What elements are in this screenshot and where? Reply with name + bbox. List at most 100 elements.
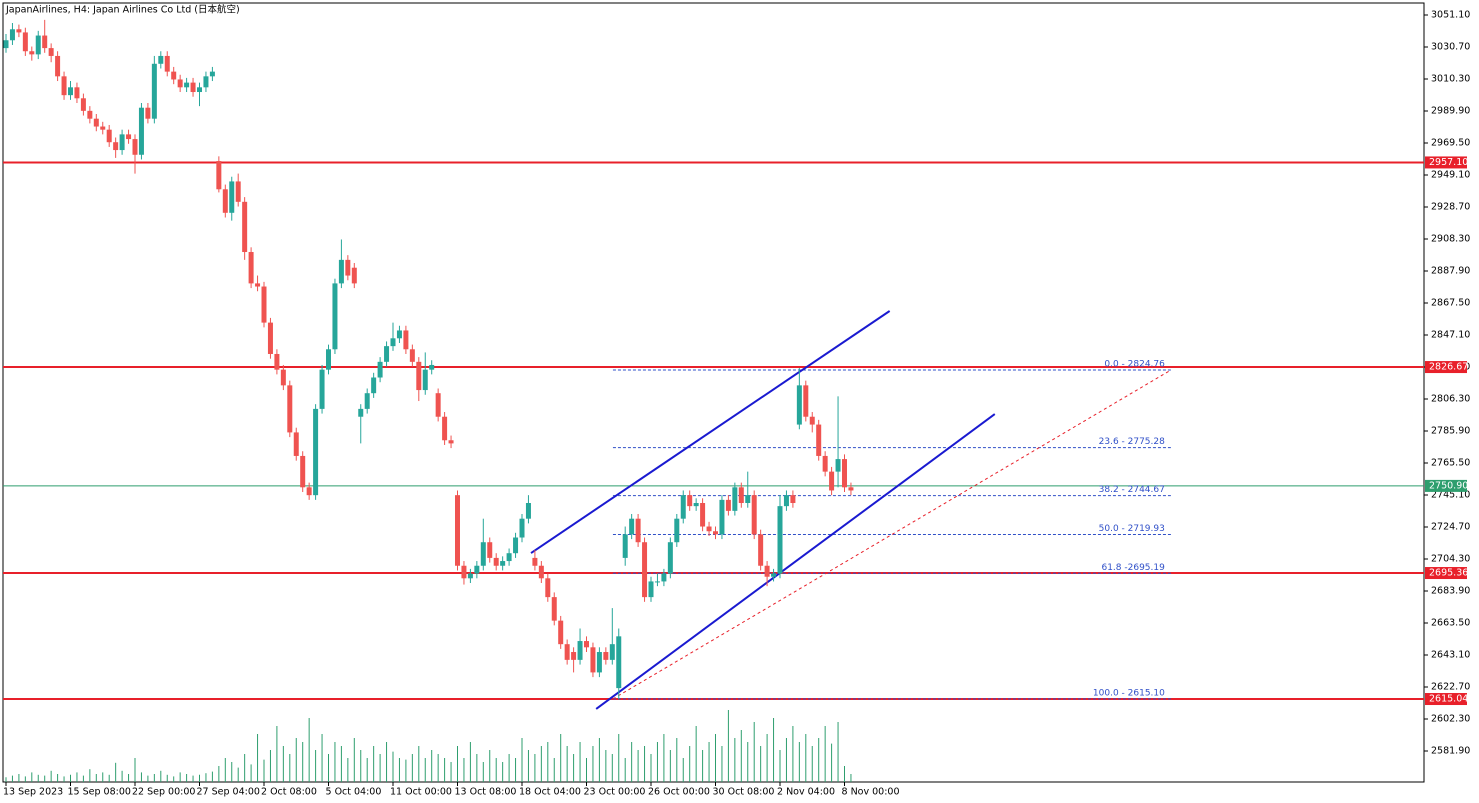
fib-label: 0.0 - 2824.76 xyxy=(1104,360,1165,370)
x-tick-label: 2 Oct 08:00 xyxy=(261,787,317,798)
candle-body xyxy=(22,32,28,52)
x-tick-label: 13 Sep 2023 xyxy=(3,787,63,798)
candle-body xyxy=(177,79,183,88)
candle-body xyxy=(771,573,777,577)
candle-body xyxy=(648,581,654,598)
candle-body xyxy=(467,573,473,579)
candle-body xyxy=(783,495,789,507)
candle-body xyxy=(609,644,615,660)
level-price-label: 2615.04 xyxy=(1429,694,1468,705)
candle-body xyxy=(345,259,351,276)
candle-body xyxy=(229,181,235,213)
candle-body xyxy=(596,652,602,673)
candle-body xyxy=(629,518,635,535)
candle-body xyxy=(35,35,41,55)
fib-label: 38.2 - 2744.67 xyxy=(1099,485,1165,495)
candle-body xyxy=(687,495,693,507)
candle-body xyxy=(719,499,725,535)
candle-body xyxy=(209,71,215,77)
y-tick-label: 2887.90 xyxy=(1431,266,1470,277)
candle-body xyxy=(842,459,847,488)
candle-body xyxy=(519,518,525,538)
candle-body xyxy=(429,364,435,370)
candle-body xyxy=(255,283,261,287)
candle-body xyxy=(706,526,712,532)
y-tick-label: 2867.50 xyxy=(1431,298,1470,309)
candle-body xyxy=(777,506,783,574)
candle-body xyxy=(661,573,667,582)
fib-label: 23.6 - 2775.28 xyxy=(1099,437,1165,447)
candle-body xyxy=(455,495,460,566)
x-tick-label: 5 Oct 04:00 xyxy=(326,787,382,798)
candle-body xyxy=(803,385,809,417)
y-tick-label: 2663.50 xyxy=(1431,618,1470,629)
candle-body xyxy=(287,385,293,433)
x-tick-label: 22 Sep 00:00 xyxy=(132,787,195,798)
level-price-label: 2957.10 xyxy=(1429,157,1468,168)
channel-line xyxy=(530,310,891,554)
candle-body xyxy=(203,76,209,88)
y-tick-label: 2969.50 xyxy=(1431,138,1470,149)
candle-body xyxy=(500,561,506,566)
candle-body xyxy=(816,424,822,456)
candle-body xyxy=(835,459,841,472)
plot-frame xyxy=(2,2,1425,783)
candle-body xyxy=(745,495,751,504)
candle-body xyxy=(525,503,531,519)
candle-body xyxy=(119,134,125,151)
candle-body xyxy=(145,107,151,119)
candle-body xyxy=(332,283,338,350)
candle-body xyxy=(829,471,835,491)
candle-body xyxy=(758,534,764,566)
candle-body xyxy=(809,416,815,425)
candle-body xyxy=(564,644,570,660)
candle-body xyxy=(242,201,248,253)
candle-body xyxy=(80,98,86,111)
y-tick-label: 2683.90 xyxy=(1431,586,1470,597)
candle-body xyxy=(635,518,641,543)
candle-body xyxy=(790,495,796,504)
level-price-label: 2750.90 xyxy=(1429,480,1468,491)
candle-body xyxy=(158,55,164,64)
candle-body xyxy=(448,440,454,444)
fib-label: 50.0 - 2719.93 xyxy=(1099,524,1165,534)
candle-body xyxy=(571,652,577,660)
candle-body xyxy=(126,134,132,140)
candle-body xyxy=(151,63,157,119)
x-tick-label: 30 Oct 08:00 xyxy=(713,787,775,798)
fib-label: 61.8 -2695.19 xyxy=(1101,563,1165,573)
candle-body xyxy=(74,87,80,99)
candle-body xyxy=(493,557,499,566)
candle-body xyxy=(319,369,325,409)
candle-body xyxy=(487,542,493,558)
candle-body xyxy=(42,35,48,49)
candle-body xyxy=(248,252,254,284)
candle-body xyxy=(261,286,267,323)
candle-body xyxy=(713,531,718,535)
candle-body xyxy=(532,557,538,566)
y-tick-label: 2602.30 xyxy=(1431,714,1470,725)
candle-body xyxy=(113,142,119,151)
candle-body xyxy=(435,393,441,417)
y-tick-label: 2581.90 xyxy=(1431,746,1470,757)
x-tick-label: 18 Oct 04:00 xyxy=(519,787,581,798)
y-tick-label: 2785.90 xyxy=(1431,426,1470,437)
level-price-box xyxy=(1425,156,1467,169)
candle-body xyxy=(738,487,744,504)
candle-body xyxy=(106,129,112,143)
candle-body xyxy=(616,636,622,689)
candle-body xyxy=(16,29,22,33)
y-tick-label: 2806.30 xyxy=(1431,394,1470,405)
x-tick-label: 13 Oct 08:00 xyxy=(455,787,517,798)
candle-body xyxy=(280,369,286,386)
candle-body xyxy=(603,652,609,660)
candle-body xyxy=(654,581,660,583)
y-tick-label: 3051.10 xyxy=(1431,10,1470,21)
candle-body xyxy=(848,487,854,491)
candle-body xyxy=(313,408,319,496)
candle-body xyxy=(55,55,61,77)
candle-body xyxy=(371,377,377,394)
chart-title: JapanAirlines, H4: Japan Airlines Co Ltd… xyxy=(5,4,240,16)
candle-body xyxy=(377,361,383,378)
